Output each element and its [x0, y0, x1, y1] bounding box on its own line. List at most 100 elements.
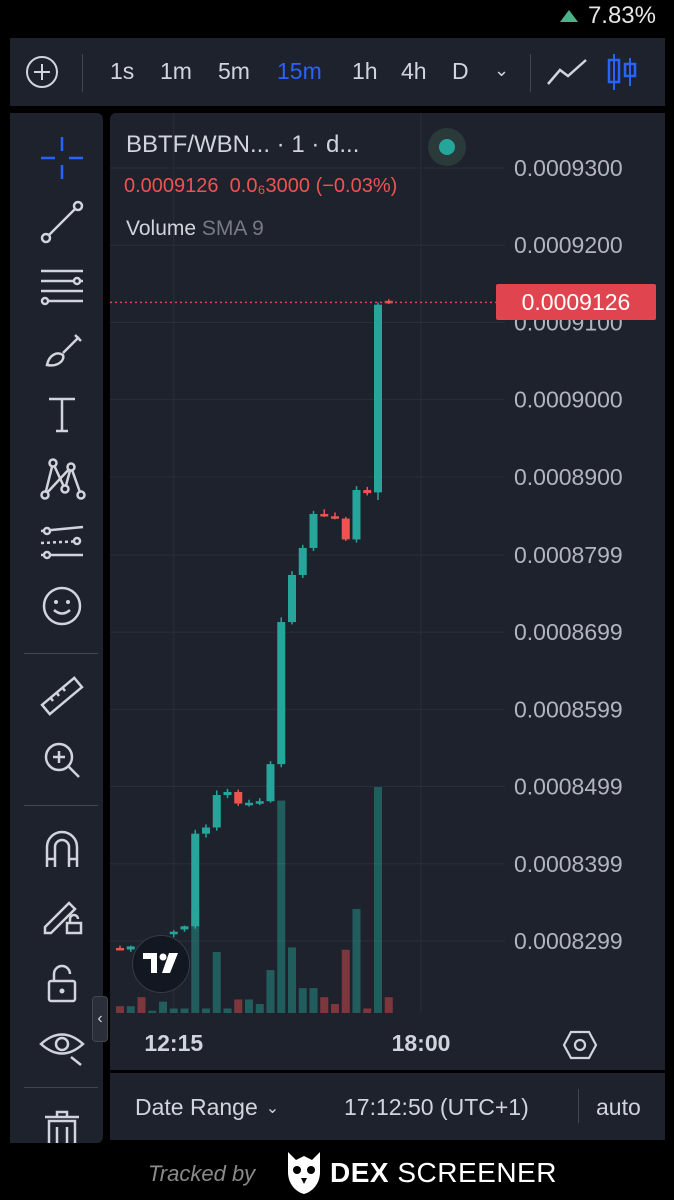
candle-body: [374, 304, 382, 493]
status-dot-icon: [439, 139, 455, 155]
candle-body: [341, 518, 350, 540]
y-tick-label: 0.0008599: [514, 696, 623, 722]
candle-body: [309, 513, 318, 548]
candle-body: [320, 513, 329, 517]
tracked-by-label: Tracked by: [148, 1161, 256, 1186]
symbol-title[interactable]: BBTF/WBN... · 1 · d...: [126, 131, 360, 158]
interval-15m[interactable]: 15m: [277, 58, 322, 84]
chevron-down-icon[interactable]: ⌄: [494, 60, 510, 80]
collapse-toolbar-button[interactable]: ‹: [92, 996, 108, 1042]
y-tick-label: 0.0008299: [514, 928, 623, 954]
trash-icon[interactable]: [37, 1103, 87, 1143]
magnet-icon[interactable]: [37, 825, 87, 875]
brand-screener: SCREENER: [397, 1157, 557, 1188]
market-status-indicator[interactable]: [428, 128, 466, 166]
volume-bar: [202, 1008, 210, 1013]
brand-dex: DEX: [330, 1157, 390, 1188]
candle-body: [180, 926, 189, 930]
interval-d[interactable]: D: [452, 58, 469, 84]
candle-body: [384, 300, 393, 304]
volume-bar: [148, 1010, 157, 1013]
candle-body: [288, 574, 296, 623]
candle-body: [352, 490, 361, 540]
y-tick-label: 0.0009000: [514, 387, 623, 413]
volume-bar: [298, 988, 307, 1013]
volume-bar: [341, 949, 350, 1013]
pattern-icon[interactable]: [37, 453, 87, 503]
x-tick-label: 12:15: [144, 1030, 203, 1056]
y-tick-label: 0.0009200: [514, 232, 623, 258]
y-tick-label: 0.0008399: [514, 851, 623, 877]
ruler-icon[interactable]: [37, 671, 87, 721]
tool-divider: [24, 805, 98, 806]
bottom-divider: [578, 1089, 579, 1123]
y-tick-label: 0.0008900: [514, 464, 623, 490]
top-toolbar: 1s 1m 5m 15m 1h 4h D ⌄: [10, 38, 665, 106]
fib-retracement-icon[interactable]: [37, 261, 87, 311]
tool-divider: [24, 1087, 98, 1088]
x-tick-label: 18:00: [392, 1030, 451, 1056]
candle-body: [126, 946, 135, 950]
up-arrow-icon: [559, 10, 578, 22]
volume-sma: SMA 9: [201, 217, 264, 240]
toolbar-divider: [82, 54, 83, 92]
add-symbol-button[interactable]: [26, 56, 58, 88]
volume-bar: [116, 1006, 124, 1013]
candle-body: [255, 801, 264, 804]
volume-bar: [191, 909, 200, 1013]
timezone-clock[interactable]: 17:12:50 (UTC+1): [344, 1094, 529, 1120]
volume-bar: [352, 909, 361, 1013]
interval-1s[interactable]: 1s: [110, 58, 135, 84]
brush-icon[interactable]: [37, 325, 87, 375]
chart-panel[interactable]: 0.0009300 0.0009200 0.0009100 0.0009000 0.00…: [110, 113, 665, 1070]
last-price-tag: 0.0009126: [496, 284, 656, 321]
volume-bar: [384, 997, 393, 1013]
auto-scale-button[interactable]: auto: [596, 1094, 641, 1120]
legend-change: 0.0₆3000 (−0.03%): [229, 175, 398, 197]
unlock-icon[interactable]: [37, 959, 87, 1009]
candle-body: [202, 827, 210, 834]
prediction-icon[interactable]: [37, 517, 87, 567]
tradingview-logo-icon: [143, 953, 178, 973]
volume-bar: [159, 1001, 167, 1013]
interval-4h[interactable]: 4h: [401, 58, 427, 84]
volume-bar: [288, 947, 296, 1013]
volume-bar: [331, 1003, 339, 1013]
legend-price-change: 0.0009126 0.0₆3000 (−0.03%): [124, 175, 397, 198]
candle-body: [212, 795, 221, 828]
tradingview-logo[interactable]: [132, 935, 190, 993]
line-chart-icon[interactable]: [546, 56, 590, 88]
interval-5m[interactable]: 5m: [218, 58, 250, 84]
chart-settings-icon[interactable]: [562, 1029, 598, 1061]
interval-1m[interactable]: 1m: [160, 58, 192, 84]
date-range-button[interactable]: Date Range ⌄: [135, 1094, 279, 1121]
tool-divider: [24, 653, 98, 654]
lock-drawing-icon[interactable]: [37, 889, 87, 939]
volume-bar: [126, 1006, 135, 1013]
zoom-in-icon[interactable]: [37, 735, 87, 785]
y-tick-label: 0.0008699: [514, 619, 623, 645]
eye-icon[interactable]: [37, 1019, 87, 1069]
crosshair-icon[interactable]: [37, 133, 87, 183]
trend-line-icon[interactable]: [37, 197, 87, 247]
volume-bar: [212, 951, 221, 1013]
candles-icon[interactable]: [606, 52, 638, 92]
volume-bar: [137, 997, 146, 1013]
volume-bar: [309, 988, 318, 1013]
interval-1h[interactable]: 1h: [352, 58, 378, 84]
candle-body: [277, 622, 286, 765]
y-tick-label: 0.0009300: [514, 155, 623, 181]
emoji-icon[interactable]: [37, 581, 87, 631]
candle-body: [191, 833, 200, 927]
volume-bar: [169, 1008, 178, 1013]
legend-price: 0.0009126: [124, 175, 219, 197]
dexscreener-footer[interactable]: Tracked by DEX SCREENER: [0, 1143, 674, 1200]
text-tool-icon[interactable]: [37, 389, 87, 439]
candle-body: [223, 791, 232, 796]
candle-body: [116, 947, 124, 951]
volume-legend[interactable]: Volume SMA 9: [126, 217, 264, 241]
volume-label: Volume: [126, 217, 197, 240]
status-change: 7.83%: [559, 2, 656, 30]
price-chart[interactable]: 0.00093000.00092000.00091000.00090000.00…: [110, 113, 665, 1070]
date-range-label: Date Range: [135, 1094, 258, 1120]
